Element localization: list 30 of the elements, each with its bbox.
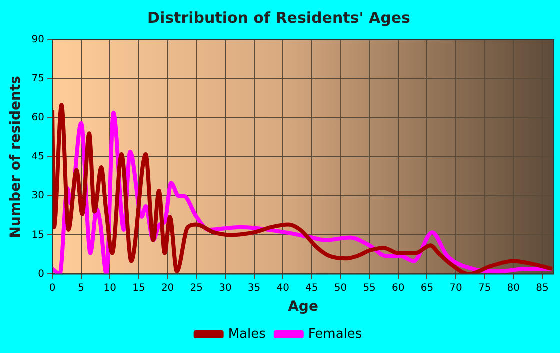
y-tick-label: 30: [32, 190, 45, 202]
y-tick-label: 60: [32, 112, 45, 124]
x-tick-label: 55: [363, 282, 376, 294]
x-tick-label: 80: [507, 282, 520, 294]
x-axis-title: Age: [288, 299, 318, 316]
x-tick-label: 30: [219, 282, 232, 294]
x-tick-label: 50: [334, 282, 348, 294]
x-tick-label: 5: [78, 282, 85, 294]
legend-label: Females: [308, 326, 362, 342]
x-tick-label: 70: [450, 282, 462, 294]
y-axis-title: Number of residents: [8, 76, 24, 238]
y-tick-label: 75: [32, 74, 45, 85]
x-tick-label: 40: [276, 282, 290, 294]
x-tick-label: 65: [420, 282, 434, 294]
chart-title: Distribution of Residents' Ages: [148, 8, 411, 27]
x-tick-label: 10: [104, 282, 117, 294]
y-tick-label: 0: [38, 268, 45, 280]
x-tick-label: 0: [49, 282, 56, 294]
y-tick-label: 15: [32, 230, 45, 241]
x-tick-label: 45: [306, 282, 318, 294]
x-tick-label: 15: [132, 282, 146, 294]
x-tick-label: 75: [478, 282, 492, 294]
x-tick-label: 60: [392, 282, 405, 294]
x-tick-label: 35: [248, 282, 261, 294]
legend-label: Males: [228, 326, 266, 342]
y-tick-label: 45: [32, 152, 45, 163]
y-tick-label: 90: [32, 34, 45, 46]
x-tick-label: 25: [190, 282, 203, 294]
x-tick-label: 85: [536, 282, 549, 294]
x-tick-label: 20: [161, 282, 174, 294]
